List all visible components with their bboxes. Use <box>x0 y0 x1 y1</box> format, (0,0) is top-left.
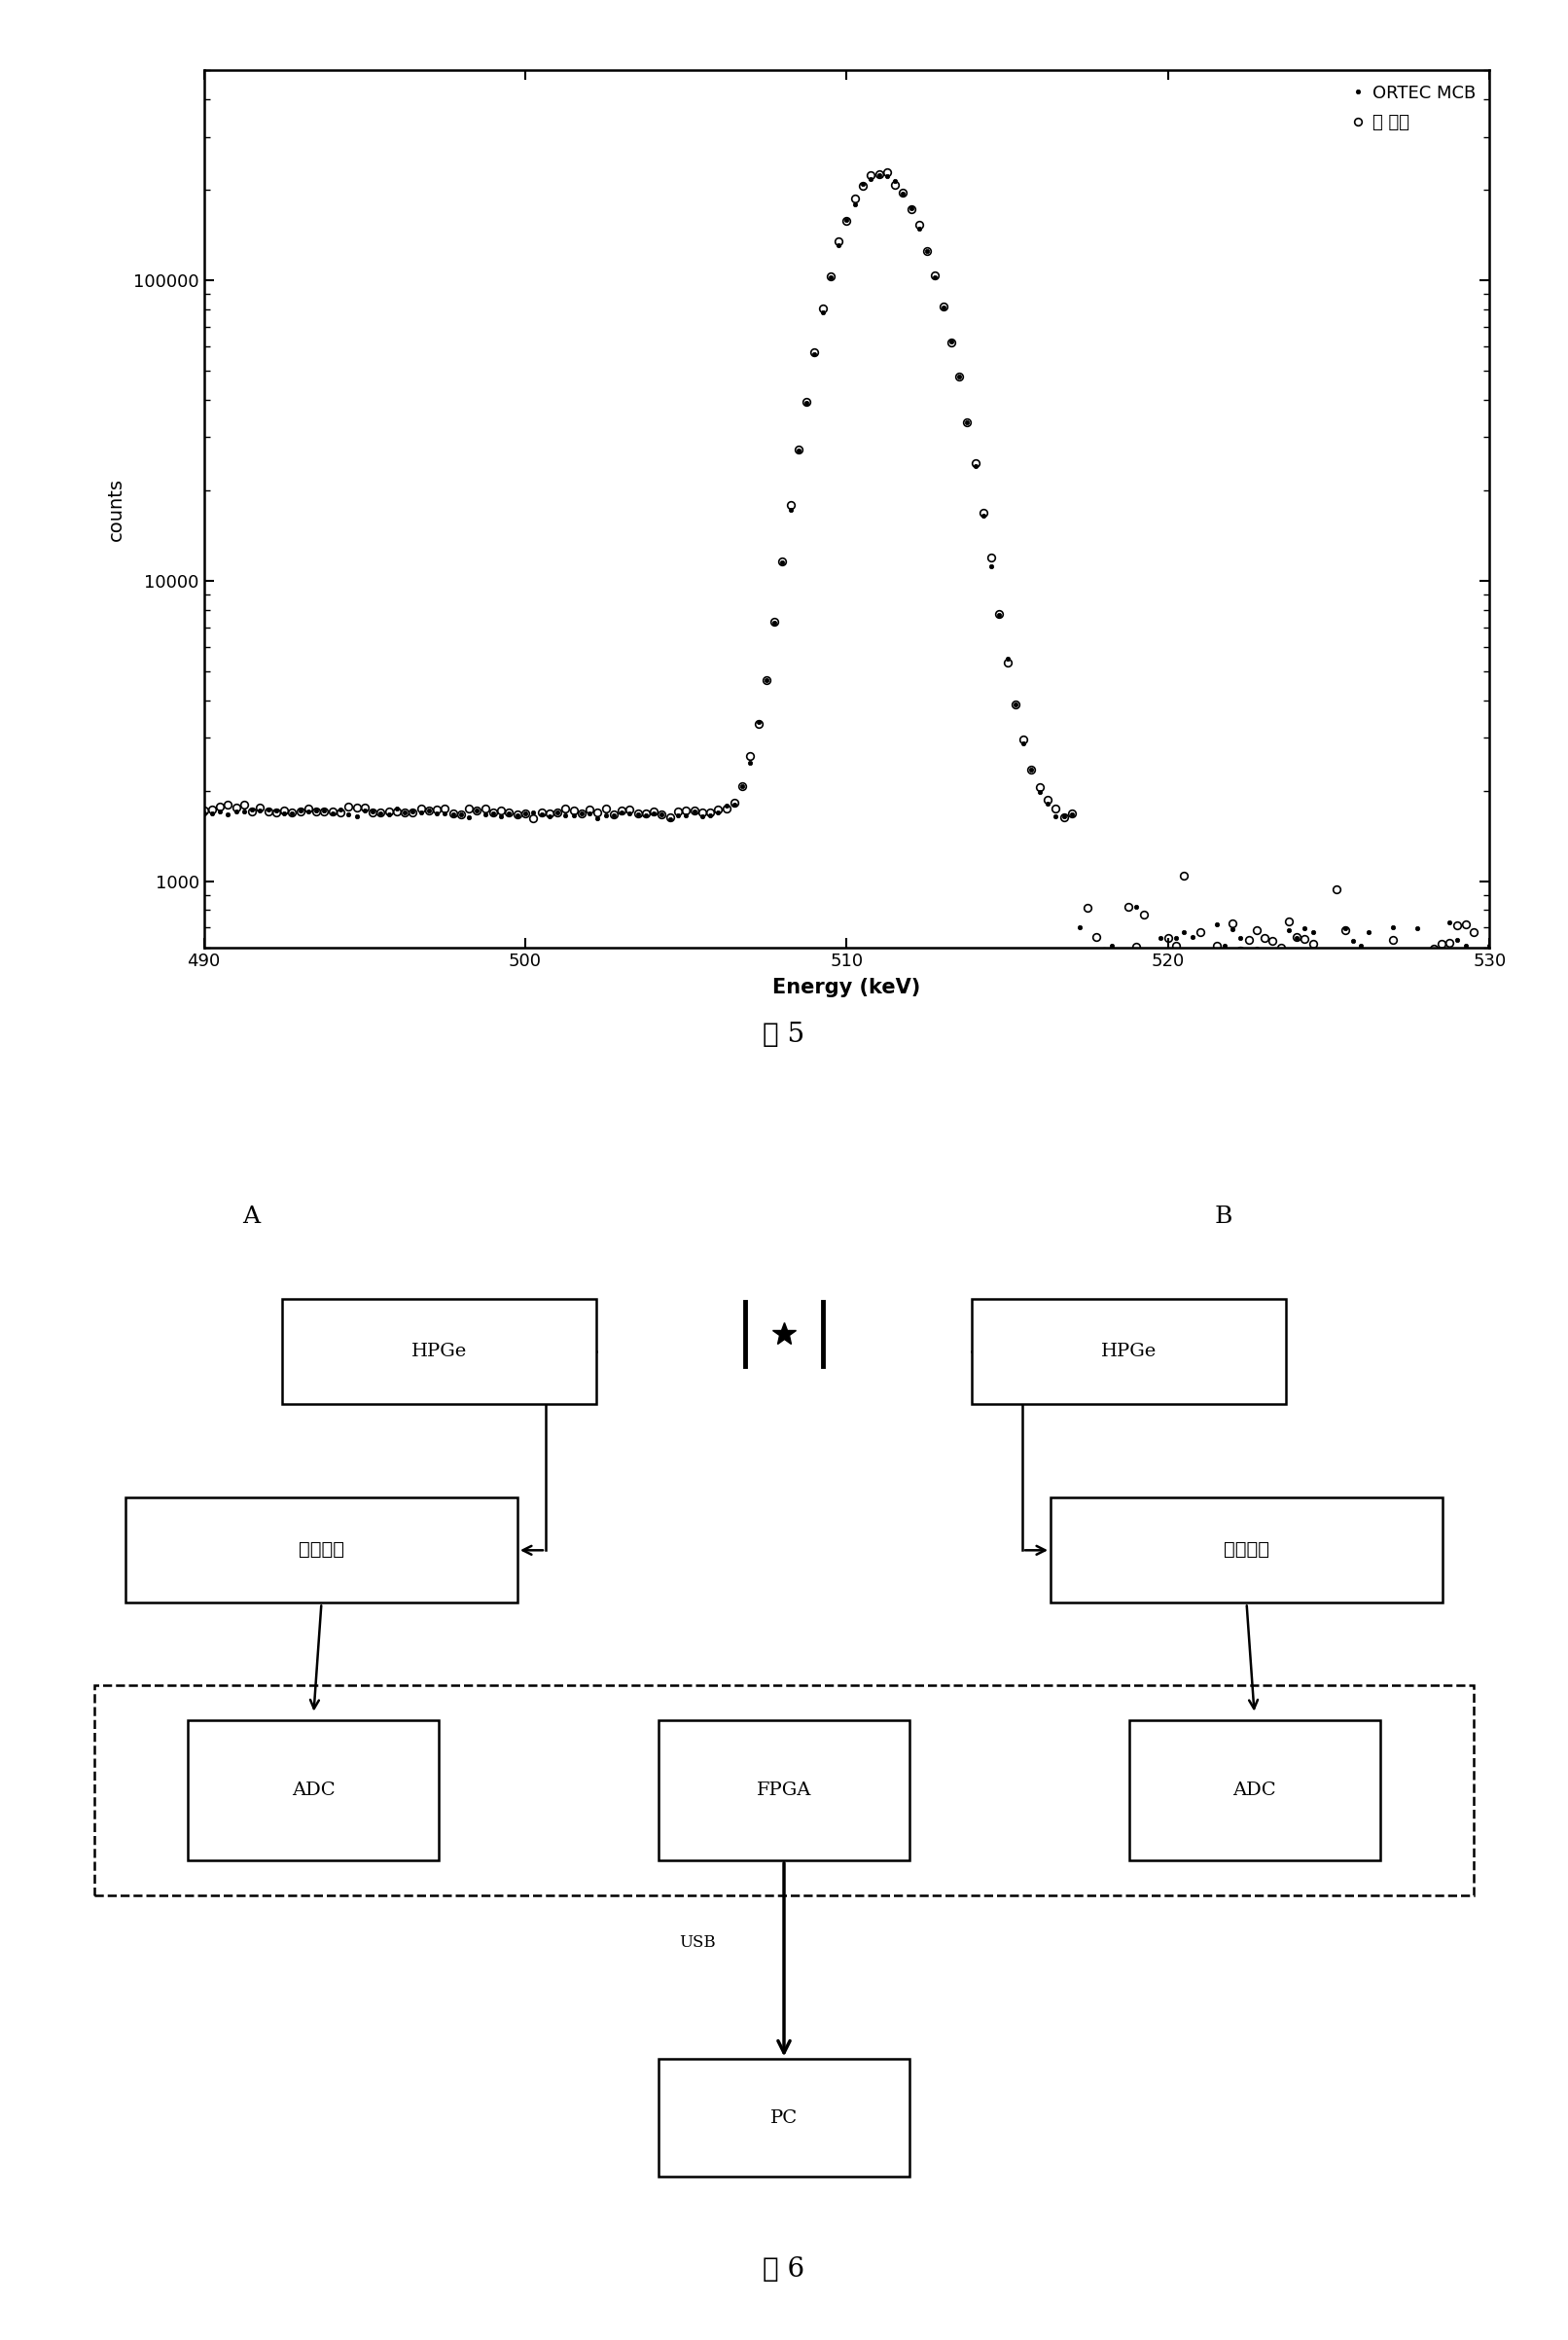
本 系统 <box>668 798 687 826</box>
Text: USB: USB <box>679 1933 717 1952</box>
Text: B: B <box>1214 1205 1232 1228</box>
Bar <box>188 1720 439 1860</box>
Text: HPGe: HPGe <box>411 1343 467 1360</box>
Legend: ORTEC MCB, 本 系统: ORTEC MCB, 本 系统 <box>1345 80 1480 136</box>
ORTEC MCB <box>1272 952 1290 980</box>
Text: PC: PC <box>770 2108 798 2127</box>
Text: 图 5: 图 5 <box>764 1020 804 1048</box>
ORTEC MCB <box>621 800 640 828</box>
本 系统 <box>878 159 897 187</box>
Text: ADC: ADC <box>1232 1781 1276 1799</box>
Text: 主放大器: 主放大器 <box>1223 1542 1270 1558</box>
Bar <box>94 1685 1474 1895</box>
ORTEC MCB <box>870 161 889 190</box>
Bar <box>125 1498 517 1603</box>
Text: 图 6: 图 6 <box>764 2256 804 2284</box>
Text: HPGe: HPGe <box>1101 1343 1157 1360</box>
Bar <box>1129 1720 1380 1860</box>
ORTEC MCB <box>1424 971 1443 999</box>
本 系统 <box>1432 929 1450 957</box>
Text: FPGA: FPGA <box>757 1781 811 1799</box>
Line: 本 系统: 本 系统 <box>201 168 1493 980</box>
本 系统 <box>1392 962 1411 990</box>
本 系统 <box>1336 917 1355 945</box>
本 系统 <box>621 796 640 824</box>
Text: ADC: ADC <box>292 1781 336 1799</box>
ORTEC MCB <box>1480 931 1499 959</box>
ORTEC MCB <box>1432 950 1450 978</box>
Bar <box>659 2059 909 2176</box>
Bar <box>972 1299 1286 1404</box>
Y-axis label: counts: counts <box>107 477 125 541</box>
X-axis label: Energy (keV): Energy (keV) <box>773 978 920 997</box>
Line: ORTEC MCB: ORTEC MCB <box>202 173 1491 987</box>
Bar <box>1051 1498 1443 1603</box>
ORTEC MCB <box>1336 915 1355 943</box>
Text: 主放大器: 主放大器 <box>298 1542 345 1558</box>
Bar <box>282 1299 596 1404</box>
ORTEC MCB <box>547 798 566 826</box>
本 系统 <box>1480 962 1499 990</box>
Bar <box>659 1720 909 1860</box>
本 系统 <box>194 796 213 824</box>
ORTEC MCB <box>668 800 687 828</box>
Text: A: A <box>241 1205 260 1228</box>
本 系统 <box>1272 934 1290 962</box>
ORTEC MCB <box>194 800 213 828</box>
本 系统 <box>547 798 566 826</box>
